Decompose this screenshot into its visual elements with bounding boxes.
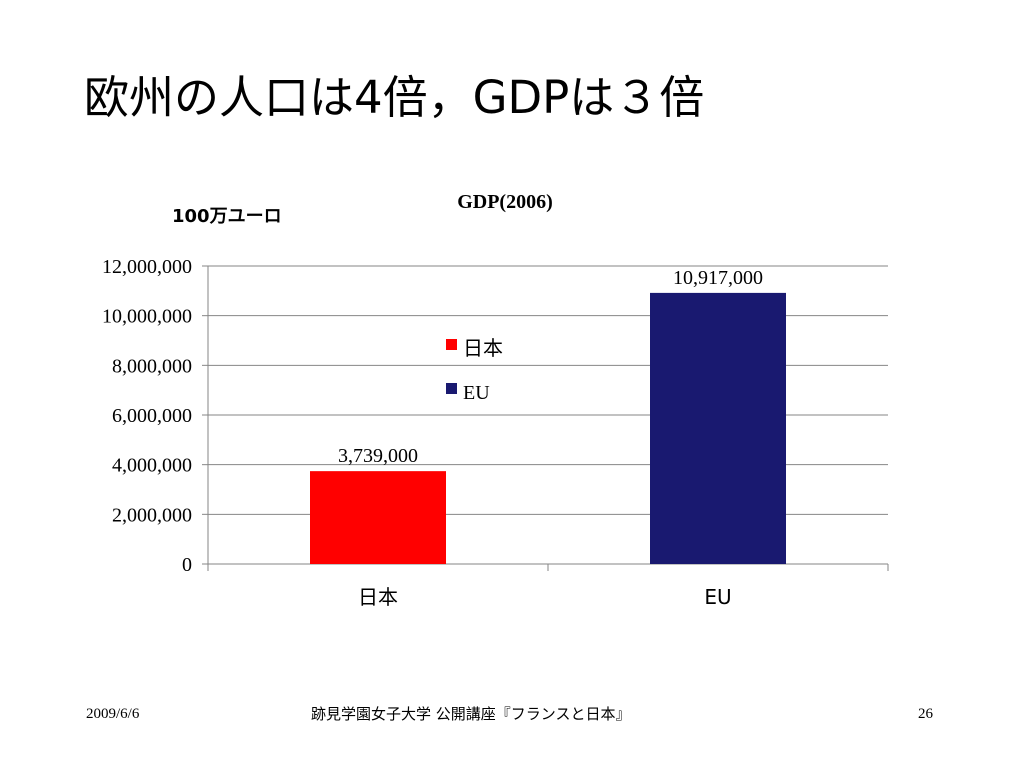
x-tick-label: EU [704,585,731,609]
y-tick-label: 4,000,000 [112,455,192,477]
legend-label: EU [463,382,490,404]
y-unit-label: 100万ユーロ [172,206,282,227]
bar [650,292,786,564]
labels: 0 2,000,000 4,000,000 6,000,000 8,000,000 10,… [102,191,763,609]
y-tick-label: 0 [182,554,192,576]
bars [310,292,786,564]
footer-date: 2009/6/6 [86,706,140,722]
data-label: 10,917,000 [673,267,763,289]
footer-page-number: 26 [918,706,933,722]
y-tick-label: 8,000,000 [112,355,192,377]
legend-swatch [446,339,457,350]
legend-label: 日本 [463,336,503,360]
x-tick-label: 日本 [358,585,398,609]
slide-title: 欧州の人口は4倍，GDPは３倍 [84,71,705,124]
bar-chart: 0 2,000,000 4,000,000 6,000,000 8,000,000 10,… [102,191,889,609]
y-tick-label: 6,000,000 [112,405,192,427]
footer-center-text: 跡見学園女子大学 公開講座『フランスと日本』 [311,705,631,723]
legend-swatch [446,383,457,394]
data-label: 3,739,000 [338,445,418,467]
legend: 日本 EU [446,336,503,404]
chart-title: GDP(2006) [457,191,553,213]
y-tick-label: 2,000,000 [112,504,192,526]
y-tick-label: 12,000,000 [102,256,192,278]
bar [310,471,446,564]
y-tick-label: 10,000,000 [102,306,192,328]
